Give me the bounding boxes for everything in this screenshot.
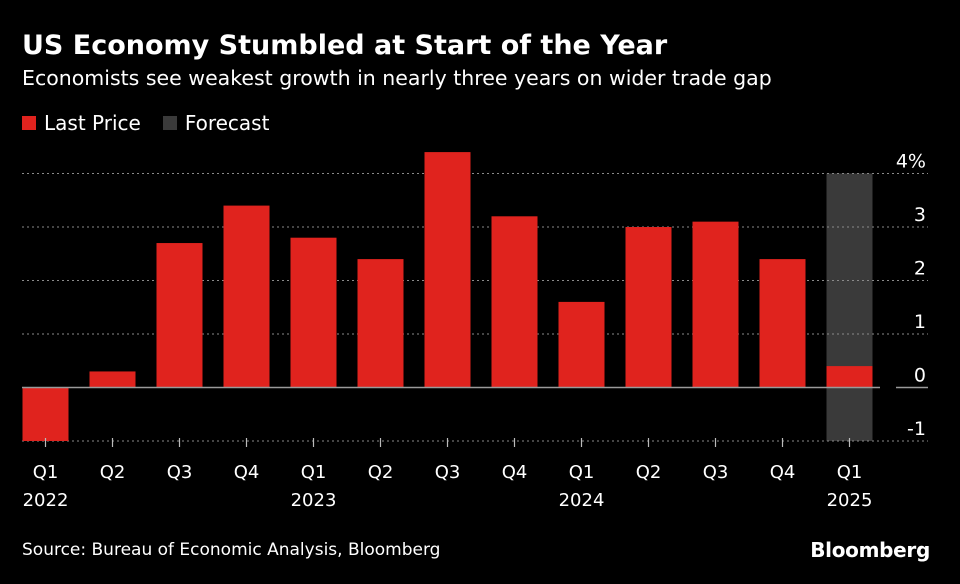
y-tick-label-1: 1 <box>914 311 926 333</box>
bar-q2-2024 <box>625 227 672 388</box>
forecast-region <box>826 173 873 441</box>
x-tick-label: Q4 <box>234 462 260 483</box>
x-year-label: 2023 <box>291 490 337 511</box>
y-tick-label-0: 0 <box>914 365 926 387</box>
legend-item-forecast: Forecast <box>162 111 270 135</box>
legend-label-forecast: Forecast <box>184 111 270 135</box>
legend-item-last-price: Last Price <box>22 111 141 135</box>
bar-q3-2022 <box>156 243 203 388</box>
bloomberg-logo: Bloomberg <box>810 538 930 562</box>
x-tick-label: Q2 <box>636 462 662 483</box>
bar-q1-2024 <box>558 301 605 388</box>
legend-swatch-last-price <box>22 116 36 130</box>
x-tick-label: Q4 <box>502 462 528 483</box>
x-tick-label: Q2 <box>100 462 126 483</box>
x-year-label: 2024 <box>559 490 605 511</box>
x-tick-label: Q1 <box>33 462 59 483</box>
x-tick-label: Q1 <box>301 462 327 483</box>
y-tick-label-3: 3 <box>914 204 926 226</box>
x-tick-label: Q3 <box>703 462 729 483</box>
x-year-label: 2025 <box>827 490 873 511</box>
bar-q1-2025 <box>826 366 873 388</box>
bar-q3-2023 <box>424 152 471 388</box>
bar-q4-2024 <box>759 259 806 388</box>
chart-title: US Economy Stumbled at Start of the Year <box>22 30 668 61</box>
legend-swatch-forecast <box>162 116 177 130</box>
bar-q4-2022 <box>223 205 270 388</box>
bar-q2-2022 <box>89 371 136 388</box>
bar-q4-2023 <box>491 216 538 388</box>
x-tick-label: Q2 <box>368 462 394 483</box>
x-year-label: 2022 <box>23 490 69 511</box>
bar-q1-2022 <box>22 387 69 441</box>
x-tick-label: Q4 <box>770 462 796 483</box>
x-tick-label: Q3 <box>167 462 193 483</box>
y-tick-label-2: 2 <box>914 258 926 280</box>
legend: Last Price Forecast <box>22 111 291 135</box>
x-tick-label: Q1 <box>569 462 595 483</box>
chart-subtitle: Economists see weakest growth in nearly … <box>22 66 772 90</box>
source-note: Source: Bureau of Economic Analysis, Blo… <box>22 540 441 560</box>
bar-q3-2024 <box>692 221 739 388</box>
y-tick-label-neg1: -1 <box>907 418 926 440</box>
legend-label-last-price: Last Price <box>44 111 141 135</box>
y-tick-label-4: 4% <box>896 151 926 173</box>
bar-q2-2023 <box>357 259 404 388</box>
x-tick-label: Q1 <box>837 462 863 483</box>
bar-q1-2023 <box>290 237 337 388</box>
x-tick-label: Q3 <box>435 462 461 483</box>
